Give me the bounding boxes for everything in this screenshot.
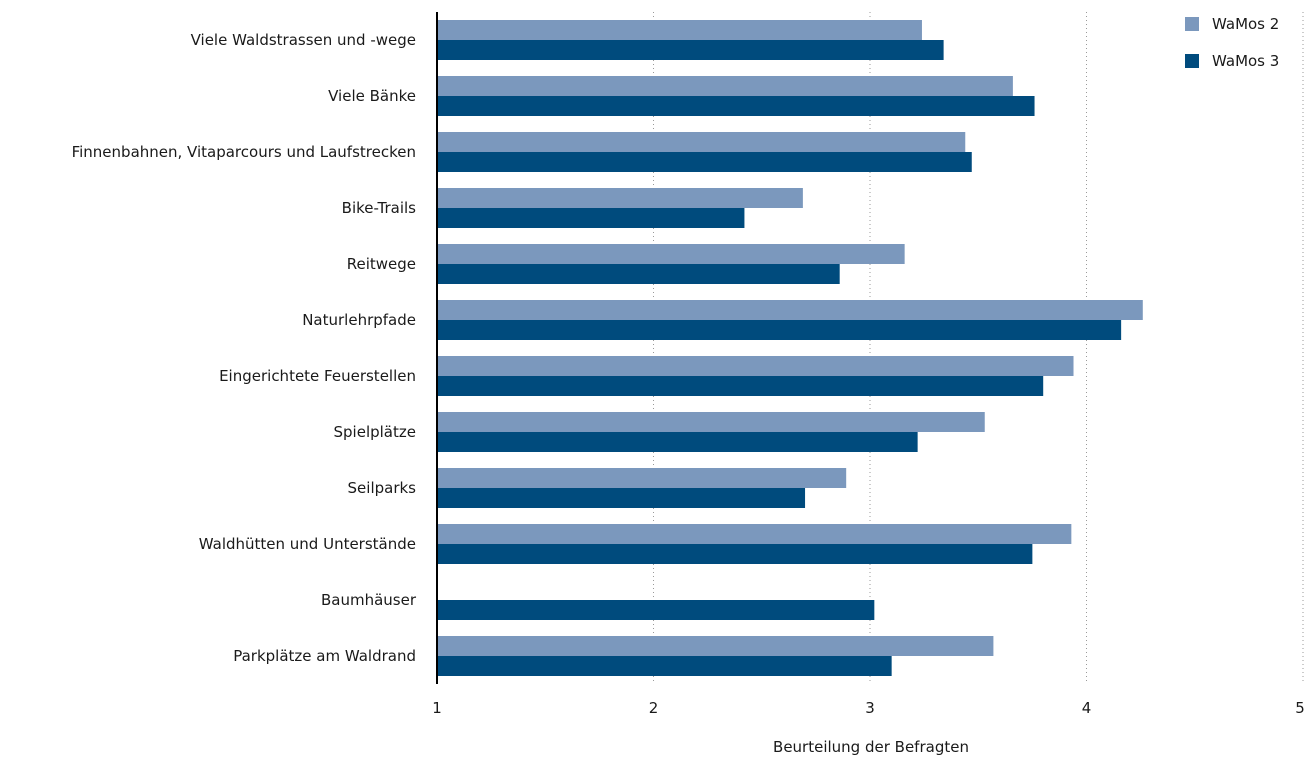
legend-swatch [1185,17,1199,31]
x-tick-labels: 1 2 3 4 5 [432,699,1305,717]
bar-1-4 [437,188,803,208]
bar-2-4 [437,208,745,228]
x-axis-title: Beurteilung der Befragten [773,738,969,756]
bar-1-12 [437,636,994,656]
category-label: Naturlehrpfade [302,311,416,329]
category-label: Eingerichtete Feuerstellen [219,367,416,385]
category-label: Viele Bänke [328,87,416,105]
bar-2-12 [437,656,892,676]
bar-1-9 [437,468,847,488]
bar-2-11 [437,600,875,620]
category-label: Baumhäuser [321,591,417,609]
bar-2-10 [437,544,1033,564]
category-labels: Viele Waldstrassen und -wege Viele Bänke F… [72,31,417,665]
category-label: Seilparks [348,479,417,497]
category-label: Finnenbahnen, Vitaparcours und Laufstrec… [72,143,416,161]
bar-1-10 [437,524,1072,544]
bar-2-9 [437,488,806,508]
bar-2-7 [437,376,1044,396]
x-tick-label: 3 [865,699,875,717]
category-label: Waldhütten und Unterstände [199,535,416,553]
category-label: Bike-Trails [342,199,417,217]
bar-2-2 [437,96,1035,116]
bar-1-7 [437,356,1074,376]
category-label: Reitwege [347,255,416,273]
bar-2-6 [437,320,1122,340]
bar-2-1 [437,40,944,60]
category-label: Spielplätze [334,423,416,441]
bar-1-5 [437,244,905,264]
legend: WaMos 2 WaMos 3 [1185,15,1279,70]
x-tick-label: 1 [432,699,442,717]
bar-1-3 [437,132,966,152]
bar-2-8 [437,432,918,452]
legend-swatch [1185,54,1199,68]
legend-label: WaMos 2 [1212,15,1279,33]
x-tick-label: 5 [1295,699,1305,717]
legend-label: WaMos 3 [1212,52,1279,70]
bar-1-6 [437,300,1143,320]
x-tick-label: 2 [649,699,659,717]
category-label: Parkplätze am Waldrand [233,647,416,665]
bar-2-5 [437,264,840,284]
bar-1-2 [437,76,1013,96]
bar-2-3 [437,152,972,172]
bar-1-8 [437,412,985,432]
grid-lines [653,12,1304,684]
bar-1-1 [437,20,922,40]
category-label: Viele Waldstrassen und -wege [191,31,416,49]
bars [437,20,1143,676]
x-tick-label: 4 [1082,699,1092,717]
